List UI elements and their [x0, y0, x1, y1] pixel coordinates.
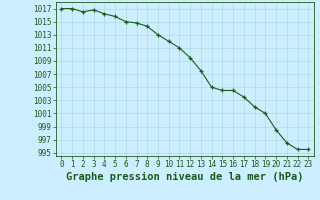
X-axis label: Graphe pression niveau de la mer (hPa): Graphe pression niveau de la mer (hPa) — [66, 172, 304, 182]
